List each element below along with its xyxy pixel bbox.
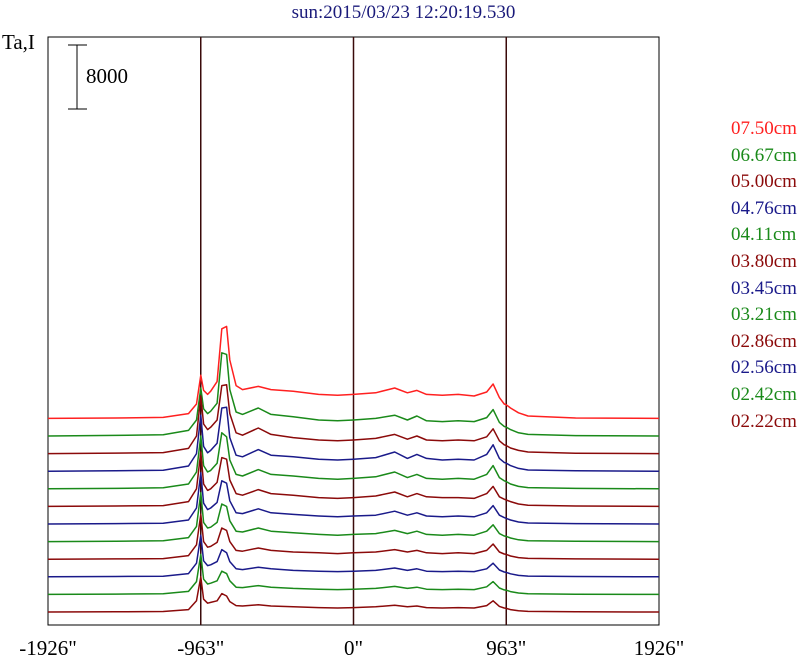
y-axis-label: Ta,I [2, 30, 35, 54]
legend-item: 02.42cm [731, 384, 797, 405]
legend-item: 02.86cm [731, 330, 797, 352]
series-lines [47, 325, 660, 613]
legend-item: 04.11cm [731, 224, 797, 246]
legend-item: 02.56cm [731, 357, 797, 379]
legend-item: 03.80cm [731, 251, 797, 272]
series-line-04.11cm [47, 432, 660, 490]
series-line-02.42cm [47, 553, 660, 596]
scale-bar-label: 8000 [86, 64, 128, 88]
series-line-05.00cm [47, 384, 660, 455]
vertical-reference-lines [200, 37, 507, 625]
legend-item: 02.22cm [731, 410, 797, 432]
legend-item: 05.00cm [731, 171, 797, 193]
x-tick-label: -1926" [19, 636, 77, 660]
legend-item: 03.45cm [731, 277, 797, 299]
legend-item: 04.76cm [731, 197, 797, 219]
series-line-02.22cm [47, 576, 660, 613]
series-line-03.45cm [47, 472, 660, 525]
series-line-02.86cm [47, 513, 660, 560]
x-tick-label: 0" [343, 636, 364, 660]
series-line-04.76cm [47, 406, 660, 472]
series-line-06.67cm [47, 352, 660, 437]
x-tick-label: -963" [177, 636, 225, 660]
x-tick-label: 963" [486, 636, 527, 660]
series-line-07.50cm [47, 325, 660, 420]
series-line-03.21cm [47, 492, 660, 543]
legend-item: 03.21cm [731, 304, 797, 326]
series-line-02.56cm [47, 534, 660, 578]
legend-item: 07.50cm [731, 118, 797, 139]
legend-item: 06.67cm [731, 144, 797, 166]
chart-title: sun:2015/03/23 12:20:19.530 [291, 2, 516, 23]
series-line-03.80cm [47, 451, 660, 508]
x-tick-label: 1926" [633, 636, 685, 660]
